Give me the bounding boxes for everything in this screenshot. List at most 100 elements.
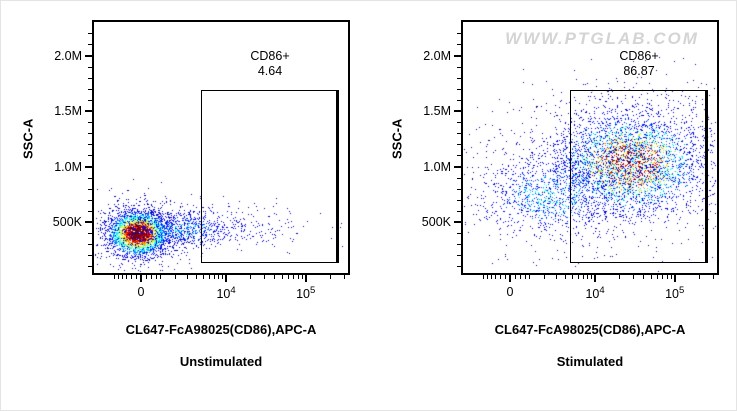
y-major-tick — [85, 221, 92, 223]
x-minor-tick — [662, 274, 664, 279]
x-minor-tick — [486, 274, 488, 279]
x-minor-tick — [618, 274, 620, 279]
x-minor-tick — [302, 274, 304, 279]
x-minor-tick — [297, 274, 299, 279]
x-minor-tick — [500, 274, 502, 279]
x-tick-label: 104 — [216, 285, 236, 302]
y-minor-tick — [457, 88, 461, 90]
x-minor-tick — [117, 274, 119, 279]
x-minor-tick — [202, 274, 204, 279]
x-minor-tick — [145, 274, 147, 279]
x-minor-tick — [632, 274, 634, 279]
y-minor-tick — [88, 210, 92, 212]
y-tick-label: 2.0M — [54, 48, 82, 63]
y-major-tick — [85, 54, 92, 57]
y-minor-tick — [457, 133, 461, 135]
x-minor-tick — [343, 274, 345, 279]
x-minor-tick — [582, 274, 584, 279]
y-minor-tick — [88, 88, 92, 90]
x-minor-tick — [222, 274, 224, 279]
x-minor-tick — [249, 274, 251, 279]
y-minor-tick — [88, 177, 92, 179]
y-tick-label: 2.0M — [423, 48, 451, 63]
x-tick-label: 105 — [665, 285, 685, 302]
x-minor-tick — [544, 274, 546, 279]
x-minor-tick — [591, 274, 593, 279]
x-minor-tick — [712, 274, 714, 279]
y-major-tick — [85, 110, 92, 112]
y-minor-tick — [457, 99, 461, 101]
y-major-tick — [454, 221, 461, 223]
y-minor-tick — [88, 122, 92, 124]
x-minor-tick — [564, 274, 566, 279]
y-minor-tick — [88, 77, 92, 79]
x-major-tick — [304, 274, 307, 282]
y-minor-tick — [88, 266, 92, 268]
y-minor-tick — [88, 244, 92, 246]
x-minor-tick — [136, 274, 138, 279]
x-minor-tick — [126, 274, 128, 279]
gate-label-right: CD86+ — [619, 49, 659, 63]
x-tick-label: 105 — [296, 285, 316, 302]
y-minor-tick — [88, 155, 92, 157]
gate-percent-left: 4.64 — [257, 64, 283, 78]
y-minor-tick — [457, 210, 461, 212]
y-minor-tick — [457, 255, 461, 257]
y-minor-tick — [88, 255, 92, 257]
x-minor-tick — [698, 274, 700, 279]
y-tick-label: 500K — [421, 215, 451, 229]
x-minor-tick — [150, 274, 152, 279]
panel-subtitle-left: Unstimulated — [179, 354, 263, 369]
x-axis-title-left: CL647-FcA98025(CD86),APC-A — [125, 322, 317, 337]
x-axis-title-right: CL647-FcA98025(CD86),APC-A — [494, 322, 686, 337]
x-minor-tick — [514, 274, 516, 279]
x-minor-tick — [155, 274, 157, 279]
y-minor-tick — [88, 144, 92, 146]
x-major-tick — [673, 274, 676, 282]
y-major-tick — [85, 165, 92, 168]
x-tick-label: 104 — [585, 285, 605, 302]
x-minor-tick — [650, 274, 652, 279]
x-minor-tick — [293, 274, 295, 279]
y-minor-tick — [457, 266, 461, 268]
y-minor-tick — [88, 33, 92, 35]
y-minor-tick — [88, 99, 92, 101]
x-minor-tick — [287, 274, 289, 279]
y-minor-tick — [457, 77, 461, 79]
x-minor-tick — [218, 274, 220, 279]
x-minor-tick — [186, 274, 188, 279]
x-tick-label: 0 — [137, 285, 145, 299]
x-major-tick — [225, 274, 228, 282]
x-minor-tick — [529, 274, 531, 279]
x-minor-tick — [524, 274, 526, 279]
y-minor-tick — [457, 44, 461, 46]
x-major-tick — [140, 274, 142, 282]
y-minor-tick — [88, 44, 92, 46]
y-minor-tick — [457, 177, 461, 179]
x-minor-tick — [281, 274, 283, 279]
panel-subtitle-right: Stimulated — [556, 354, 624, 369]
x-minor-tick — [213, 274, 215, 279]
x-minor-tick — [519, 274, 521, 279]
x-minor-tick — [131, 274, 133, 279]
x-minor-tick — [121, 274, 123, 279]
x-minor-tick — [505, 274, 507, 279]
y-minor-tick — [457, 122, 461, 124]
y-tick-label: 1.0M — [423, 159, 451, 174]
cd86-gate-right — [570, 90, 708, 263]
y-tick-label: 500K — [52, 215, 82, 229]
x-minor-tick — [208, 274, 210, 279]
y-minor-tick — [457, 244, 461, 246]
y-minor-tick — [457, 199, 461, 201]
y-minor-tick — [88, 188, 92, 190]
y-minor-tick — [457, 155, 461, 157]
x-minor-tick — [666, 274, 668, 279]
y-tick-label: 1.0M — [54, 159, 82, 174]
x-minor-tick — [555, 274, 557, 279]
y-minor-tick — [457, 66, 461, 68]
x-major-tick — [509, 274, 511, 282]
scatter-plot-stimulated — [463, 22, 717, 273]
y-minor-tick — [457, 233, 461, 235]
x-minor-tick — [263, 274, 265, 279]
